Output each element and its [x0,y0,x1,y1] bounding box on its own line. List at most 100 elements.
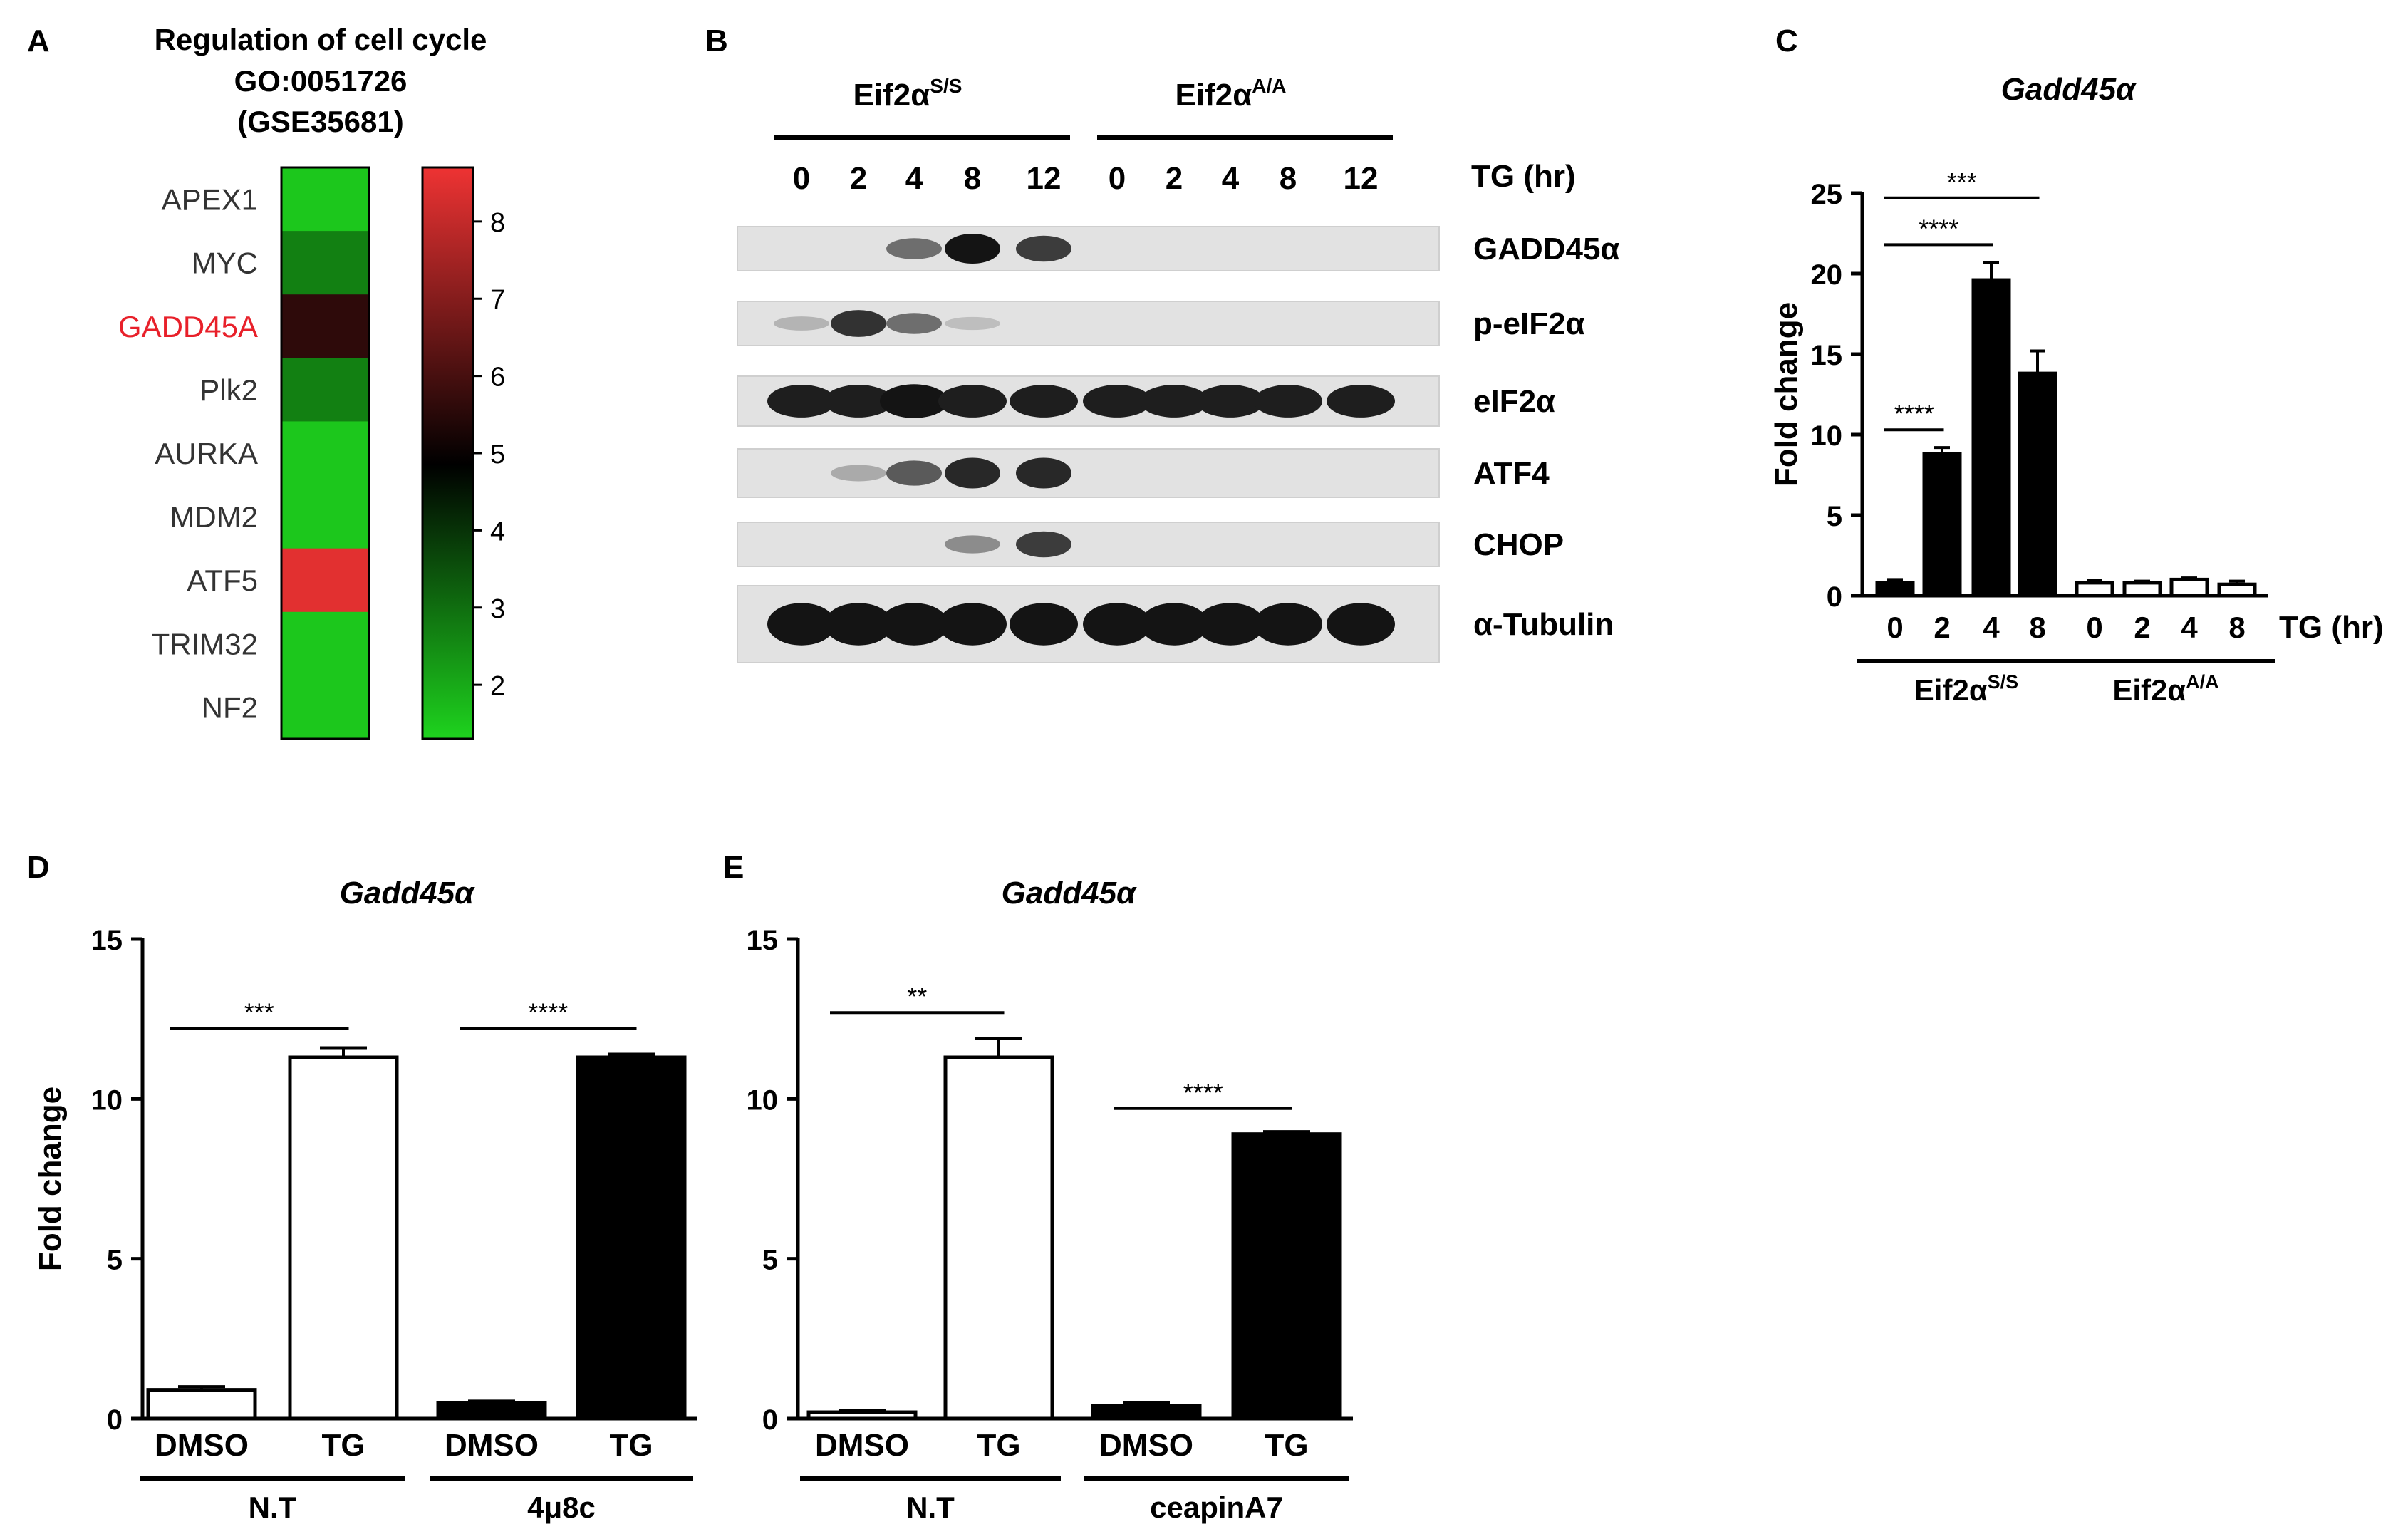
y-tick-label: 10 [91,1084,123,1116]
blot-band [1140,603,1208,646]
blot-band [1254,603,1322,646]
bar [1091,1404,1202,1421]
y-tick-label: 15 [1811,340,1843,371]
blot-band [1010,385,1078,418]
blot-lane-label: 2 [850,161,867,196]
heatmap-row-labels: APEX1 MYC GADD45A Plk2 AURKA MDM2 ATF5 TRIM32 NF… [118,183,258,725]
x-tick-label: TG [977,1428,1020,1463]
blot-lane-label: 8 [964,161,981,196]
significance-label: **** [1183,1078,1223,1107]
blot-band [1327,385,1395,418]
chart-title: Gadd45α [2001,72,2137,107]
heatmap-cell [281,548,369,613]
y-axis-label: Fold change [1769,302,1804,487]
bar [943,1055,1054,1421]
y-axis-label: Fold change [33,1087,68,1271]
group-label: N.T [906,1491,955,1524]
blot-band [767,603,836,646]
bar [1922,452,1962,598]
blot-band [1254,385,1322,418]
blot-band [1010,603,1078,646]
bar [436,1401,547,1421]
panel-a-title-line-2: GO:0051726 [234,64,408,98]
heatmap-row-label: AURKA [155,437,258,470]
significance-label: **** [528,998,568,1027]
blot-band [831,310,886,337]
heatmap-cell [281,294,369,358]
y-tick-label: 0 [762,1404,778,1436]
panel-c-letter: C [1775,24,1798,58]
colorbar-tick-label: 2 [490,671,505,701]
bar [2018,371,2057,598]
blot-band [945,457,1000,489]
blot-row: GADD45α [737,226,1620,271]
heatmap-row-label: GADD45A [118,310,258,343]
bar [1231,1132,1342,1421]
blot-protein-label: α-Tubulin [1473,607,1614,642]
colorbar-tick-label: 5 [490,440,505,470]
chart-title: Gadd45α [1002,876,1137,911]
x-tick-label: TG [1265,1428,1308,1463]
panel-a-heatmap: A Regulation of cell cycle GO:0051726 (G… [27,23,505,740]
blot-band [824,603,893,646]
blot-row: p-eIF2α [737,301,1585,346]
blot-band [886,238,942,259]
blot-band [1016,457,1071,489]
y-tick-label: 5 [107,1245,123,1276]
blot-protein-label: p-eIF2α [1473,306,1585,341]
bar [288,1055,399,1421]
x-tick-label: 8 [2228,611,2245,644]
blot-strip [737,522,1440,567]
blot-band [945,316,1000,331]
blot-row: ATF4 [737,448,1550,498]
x-tick-label: DMSO [1099,1428,1193,1463]
blot-lane-label: 2 [1166,161,1183,196]
blot-strip [737,226,1440,271]
x-axis-label: TG (hr) [2279,610,2384,645]
heatmap-cells [280,166,370,740]
colorbar-tick-label: 6 [490,363,505,393]
blot-band [1083,385,1151,418]
bar [1971,278,2011,598]
colorbar-tick-label: 4 [490,517,505,546]
x-tick-label: DMSO [445,1428,539,1463]
x-tick-label: 2 [1934,611,1950,644]
significance-label: **** [1894,399,1934,428]
blot-row: eIF2α [737,375,1555,427]
bar [2122,581,2162,598]
y-tick-label: 5 [762,1245,778,1276]
x-tick-label: TG [609,1428,653,1463]
blot-band [1016,235,1071,262]
heatmap-row-label: Plk2 [199,373,258,407]
panel-a-title-line-3: (GSE35681) [237,105,403,138]
panel-d-letter: D [27,850,50,885]
panel-e-letter: E [723,850,744,885]
x-tick-label: TG [321,1428,365,1463]
y-tick-label: 5 [1827,501,1842,532]
colorbar-tick-label: 8 [490,208,505,238]
heatmap-cell [281,675,369,740]
blot-lane-label: 8 [1280,161,1297,196]
blot-band [1016,531,1071,558]
blot-strips: GADD45α p-eIF2α eIF2α ATF4 CHOP α-Tubulin [737,226,1620,663]
bar [2217,582,2257,598]
blot-band [938,385,1007,418]
y-tick-label: 0 [107,1404,123,1436]
blot-protein-label: GADD45α [1473,232,1620,266]
blot-row: α-Tubulin [737,585,1614,663]
blot-band [880,603,948,646]
blot-band [1140,385,1208,418]
heatmap-row-label: NF2 [202,690,258,724]
x-tick-label: 0 [1887,611,1903,644]
panel-b-letter: B [705,24,728,58]
bar [146,1388,257,1421]
heatmap-row-label: ATF5 [187,564,258,597]
blot-band [880,384,948,418]
y-tick-label: 0 [1827,581,1842,613]
blot-lane-label: 4 [905,161,923,196]
